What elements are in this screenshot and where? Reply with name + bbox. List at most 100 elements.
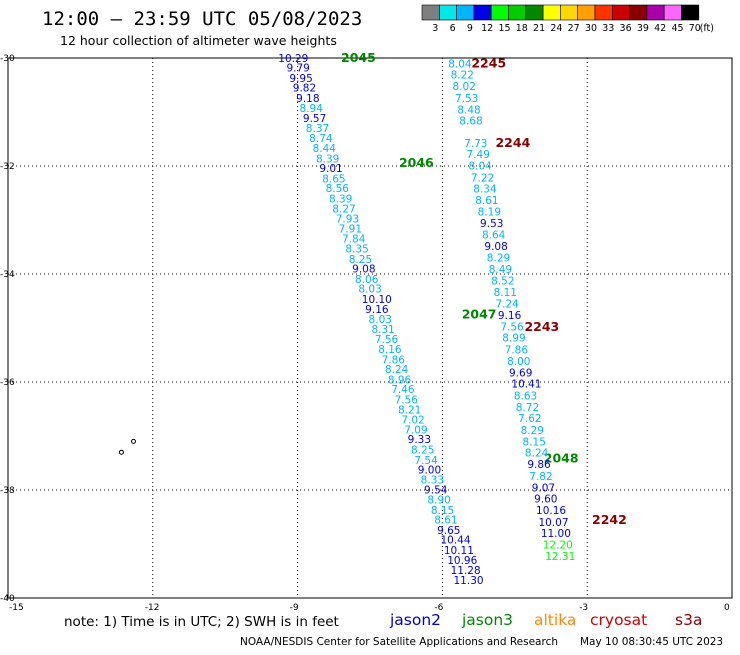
color-swatch (560, 4, 579, 21)
wave-height-value: 9.16 (365, 304, 389, 316)
wave-height-value: 8.37 (306, 123, 329, 135)
wave-height-value: 8.15 (431, 505, 454, 517)
wave-height-value: 8.68 (459, 116, 482, 128)
wave-height-value: 8.24 (525, 448, 549, 460)
satellite-legend-label: cryosat (590, 611, 647, 629)
color-scale-label: 42 (654, 23, 666, 34)
wave-height-value: 9.18 (296, 93, 319, 105)
lat-tick-label: -32 (0, 162, 15, 172)
wave-height-value: 10.10 (362, 294, 392, 306)
wave-height-value: 7.54 (414, 455, 438, 467)
lat-tick-label: -34 (0, 270, 15, 280)
wave-height-value: 8.61 (475, 195, 498, 207)
wave-height-value: 9.82 (293, 83, 316, 95)
wave-height-value: 7.56 (375, 334, 399, 346)
lat-tick-label: -40 (0, 594, 15, 604)
wave-height-tracks: 10.299.799.959.829.188.949.578.378.748.4… (278, 50, 627, 587)
wave-height-value: 7.09 (404, 425, 427, 437)
wave-height-value: 10.41 (511, 379, 541, 391)
wave-height-value: 9.53 (480, 218, 503, 230)
color-swatch (542, 4, 561, 21)
color-scale-unit: (ft) (700, 23, 714, 34)
color-swatch (421, 4, 440, 21)
lon-tick-label: 0 (724, 603, 730, 613)
wave-height-value: 11.00 (541, 528, 571, 540)
wave-height-value: 8.15 (523, 436, 546, 448)
color-swatch (629, 4, 648, 21)
wave-height-value: 10.96 (447, 555, 477, 567)
wave-height-value: 8.39 (316, 153, 339, 165)
color-scale-label: 18 (516, 23, 528, 34)
wave-height-value: 12.20 (543, 540, 573, 552)
color-scale-label: 6 (450, 23, 456, 34)
color-scale-label: 30 (585, 23, 597, 34)
color-scale-legend: 3 6 9 12 15 18 21 24 27 30 33 36 39 42 45 70(ft) (421, 4, 714, 34)
wave-height-value: 8.34 (473, 184, 497, 196)
pass-time-label: 2243 (524, 319, 559, 334)
wave-height-value: 8.90 (427, 495, 450, 507)
lon-tick-label: -15 (9, 603, 24, 613)
island-marker (130, 438, 136, 444)
wave-height-value: 8.04 (468, 160, 492, 172)
wave-height-value: 7.56 (500, 321, 524, 333)
island-markers (118, 438, 136, 455)
wave-height-value: 8.03 (358, 284, 381, 296)
wave-height-value: 7.73 (464, 138, 487, 150)
lon-tick-label: -12 (145, 603, 160, 613)
wave-height-value: 8.44 (313, 143, 337, 155)
pass-time-label: 2046 (399, 155, 434, 170)
wave-height-value: 8.39 (329, 193, 352, 205)
color-scale-label: 9 (467, 23, 473, 34)
wave-height-value: 8.24 (385, 364, 409, 376)
wave-height-value: 9.69 (509, 367, 532, 379)
wave-height-value: 11.28 (451, 565, 481, 577)
wave-height-value: 8.52 (491, 275, 514, 287)
wave-height-value: 10.29 (278, 53, 308, 65)
wave-height-value: 8.02 (453, 81, 476, 93)
wave-height-value: 7.93 (336, 213, 359, 225)
wave-height-value: 8.21 (398, 405, 421, 417)
satellite-legend: jason2 jason3 altika cryosat s3a (389, 611, 702, 629)
wave-height-value: 7.86 (382, 354, 406, 366)
color-swatch (438, 4, 457, 21)
wave-height-value: 7.53 (455, 93, 478, 105)
wave-height-value: 8.56 (326, 183, 350, 195)
lon-tick-label: -9 (290, 603, 299, 613)
color-swatch (508, 4, 527, 21)
color-swatch (490, 4, 509, 21)
map-grid (8, 58, 732, 598)
lat-tick-label: -38 (0, 486, 15, 496)
wave-height-value: 9.79 (286, 63, 309, 75)
wave-height-value: 8.61 (434, 515, 457, 527)
wave-height-value: 8.27 (332, 204, 355, 216)
wave-height-value: 9.95 (289, 73, 312, 85)
wave-height-value: 9.60 (534, 494, 557, 506)
credit-text: NOAA/NESDIS Center for Satellite Applica… (240, 636, 558, 648)
color-swatch (611, 4, 630, 21)
wave-height-value: 10.07 (538, 517, 568, 529)
color-swatch (456, 4, 475, 21)
wave-height-value: 7.02 (401, 414, 424, 426)
satellite-legend-label: s3a (675, 611, 702, 629)
color-scale-label: 3 (432, 23, 438, 34)
wave-height-value: 11.30 (454, 575, 484, 587)
wave-height-value: 8.64 (482, 230, 506, 242)
wave-height-value: 8.11 (494, 287, 517, 299)
wave-height-value: 9.86 (527, 459, 551, 471)
wave-height-value: 8.03 (369, 314, 392, 326)
wave-height-value: 9.54 (424, 484, 448, 496)
color-swatch (594, 4, 613, 21)
satellite-legend-label: jason3 (461, 611, 513, 629)
wave-height-value: 8.96 (388, 374, 412, 386)
wave-height-value: 10.16 (536, 505, 566, 517)
wave-height-value: 8.72 (516, 402, 539, 414)
wave-height-value: 8.19 (478, 206, 501, 218)
color-swatch (646, 4, 665, 21)
wave-height-value: 8.29 (487, 252, 510, 264)
wave-height-value: 8.99 (502, 333, 525, 345)
wave-height-value: 9.33 (408, 434, 431, 446)
wave-height-value: 8.25 (411, 445, 434, 457)
wave-height-value: 9.01 (319, 163, 342, 175)
